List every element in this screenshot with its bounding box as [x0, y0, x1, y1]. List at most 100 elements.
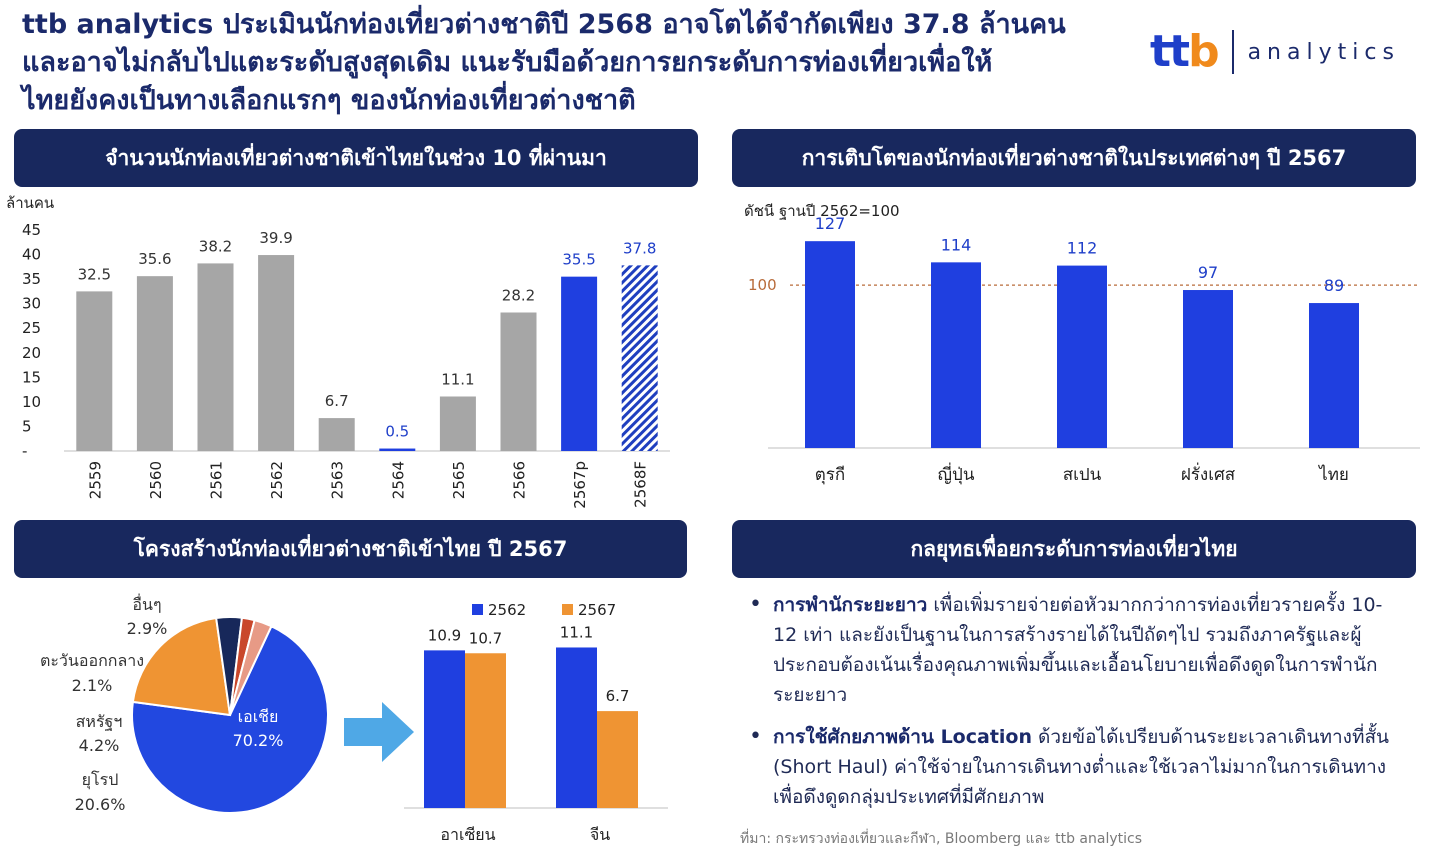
panel-header-strategy: กลยุทธเพื่อยกระดับการท่องเที่ยวไทย — [732, 520, 1416, 578]
bar — [465, 653, 506, 808]
logo-text: analytics — [1247, 39, 1400, 65]
y-tick-label: 35 — [22, 270, 41, 288]
bar — [805, 241, 855, 448]
data-label: 127 — [815, 214, 846, 233]
y-tick-label: 15 — [22, 368, 41, 386]
ttb-logo: ttb analytics — [1150, 26, 1400, 78]
logo-divider — [1231, 30, 1234, 74]
bar — [561, 276, 598, 451]
y-tick-label: 45 — [22, 221, 41, 239]
strategy-item-1-title: การพำนักระยะยาว — [773, 594, 928, 616]
title-line-3: ไทยยังคงเป็นทางเลือกแรกๆ ของนักท่องเที่ย… — [22, 85, 636, 116]
data-label: 89 — [1324, 276, 1344, 295]
logo-mark: ttb — [1150, 26, 1220, 78]
bar — [318, 418, 355, 451]
x-tick-label: 2559 — [86, 461, 104, 499]
data-label: 114 — [941, 235, 972, 254]
title-line-2: และอาจไม่กลับไปแตะระดับสูงสุดเดิม แนะรับ… — [22, 47, 993, 78]
x-tick-label: 2562 — [268, 461, 286, 499]
pie-slice-name: เอเชีย — [238, 707, 279, 726]
x-tick-label: 2564 — [389, 461, 407, 499]
asean-china-bar-chart: 2562 2567 10.9 10.7 อาเซียน 11.1 6.7 จีน — [404, 601, 668, 844]
y-tick-label: 40 — [22, 246, 41, 264]
bar — [1057, 265, 1107, 448]
panel-header-growth: การเติบโตของนักท่องเที่ยวต่างชาติในประเท… — [732, 129, 1416, 187]
logo-mark-b: b — [1188, 26, 1219, 77]
y-tick-label: - — [22, 442, 27, 460]
x-tick-label: จีน — [590, 825, 610, 844]
legend-label: 2567 — [578, 601, 616, 619]
bar — [931, 262, 981, 448]
strategy-item-location: การใช้ศักยภาพด้าน Location ด้วยข้อได้เปร… — [745, 722, 1395, 812]
y-axis-label: ล้านคน — [6, 194, 54, 212]
title-line-1: ttb analytics ประเมินนักท่องเที่ยวต่างชา… — [22, 9, 1066, 40]
bar — [621, 265, 658, 451]
bar — [258, 255, 295, 451]
data-label: 11.1 — [560, 623, 593, 641]
chart-subtitle: ดัชนี ฐานปี 2562=100 — [744, 202, 900, 220]
data-label: 39.9 — [259, 229, 292, 247]
y-tick-label: 5 — [22, 417, 32, 435]
data-label: 28.2 — [502, 287, 535, 305]
data-label: 6.7 — [606, 687, 630, 705]
region-pie-chart: เอเชีย 70.2% ยุโรป 20.6% สหรัฐฯ 4.2% ตะวันออกก… — [40, 593, 329, 814]
growth-index-bar-chart: ดัชนี ฐานปี 2562=100 100 127 ตุรกี 114 ญี่ปุ่… — [744, 202, 1420, 485]
bar — [1183, 290, 1233, 448]
data-label: 0.5 — [385, 423, 409, 441]
x-tick-label: ญี่ปุ่น — [938, 462, 975, 485]
data-label: 112 — [1067, 239, 1098, 258]
x-tick-label: ตุรกี — [815, 465, 845, 485]
x-tick-label: ไทย — [1317, 464, 1349, 485]
bar — [1309, 303, 1359, 448]
y-tick-label: 30 — [22, 295, 41, 313]
pie-slice-name: อื่นๆ — [132, 593, 161, 614]
bar — [136, 276, 173, 451]
data-label: 97 — [1198, 263, 1218, 282]
bar — [556, 647, 597, 808]
x-tick-label: อาเซียน — [440, 825, 495, 844]
legend-swatch — [472, 604, 483, 615]
pie-slice-name: สหรัฐฯ — [76, 712, 123, 731]
arrow-right-icon — [344, 702, 414, 762]
y-tick-label: 20 — [22, 344, 41, 362]
pie-slice-value: 4.2% — [79, 736, 120, 755]
strategy-item-long-stay: การพำนักระยะยาว เพื่อเพิ่มรายจ่ายต่อหัวม… — [745, 590, 1395, 710]
data-label: 6.7 — [325, 392, 349, 410]
pie-slice-value: 2.1% — [72, 676, 113, 695]
pie-slice-value: 2.9% — [127, 619, 168, 638]
panel-header-arrivals: จำนวนนักท่องเที่ยวต่างชาติเข้าไทยในช่วง … — [14, 129, 698, 187]
bar — [597, 711, 638, 808]
y-tick-label: 10 — [22, 393, 41, 411]
data-label: 11.1 — [441, 370, 474, 388]
pie-slice-value: 70.2% — [233, 731, 284, 750]
pie-slice-name: ยุโรป — [82, 770, 119, 790]
data-label: 37.8 — [623, 239, 656, 257]
bar — [439, 396, 476, 451]
data-label: 38.2 — [199, 237, 232, 255]
data-label: 35.6 — [138, 250, 171, 268]
pie-slice — [131, 624, 329, 814]
pie-slice — [229, 618, 273, 716]
data-label: 10.9 — [428, 626, 461, 644]
x-tick-label: 2566 — [511, 461, 529, 499]
bar — [500, 312, 537, 451]
arrivals-bar-chart: ล้านคน - 5 10 15 20 25 30 35 40 45 32.5 2559 35.6 2560… — [6, 194, 670, 509]
x-tick-label: 2563 — [329, 461, 347, 499]
pie-slice — [131, 616, 232, 717]
x-tick-label: 2565 — [450, 461, 468, 499]
data-label: 10.7 — [469, 629, 502, 647]
bar — [76, 291, 113, 451]
logo-mark-tt: tt — [1150, 26, 1190, 77]
x-tick-label: สเปน — [1063, 465, 1102, 485]
x-tick-label: 2561 — [208, 461, 226, 499]
source-note: ที่มา: กระทรวงท่องเที่ยวและกีฬา, Bloombe… — [740, 831, 1143, 847]
pie-slice-name: ตะวันออกกลาง — [40, 651, 144, 670]
panel-header-structure: โครงสร้างนักท่องเที่ยวต่างชาติเข้าไทย ปี… — [14, 520, 687, 578]
x-tick-label: 2560 — [147, 461, 165, 499]
legend-label: 2562 — [488, 601, 526, 619]
reference-line-label: 100 — [748, 276, 777, 294]
legend-swatch — [562, 604, 573, 615]
x-tick-label: 2567p — [571, 461, 589, 509]
bar — [379, 448, 416, 451]
strategy-item-1-text: เพื่อเพิ่มรายจ่ายต่อหัวมากกว่าการท่องเที… — [773, 594, 1383, 706]
